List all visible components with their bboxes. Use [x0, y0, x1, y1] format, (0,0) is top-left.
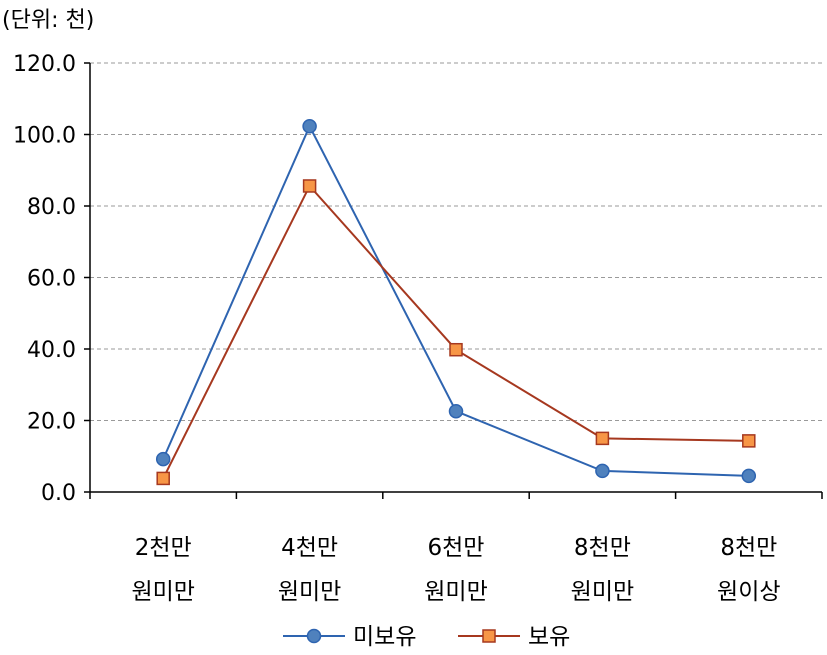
legend-label: 보유: [528, 624, 570, 650]
data-point: [741, 468, 757, 484]
y-tick-label: 80.0: [27, 195, 76, 220]
x-tick-label: 원미만: [278, 579, 341, 605]
series-line-보유: [162, 184, 749, 479]
y-tick-label: 0.0: [41, 481, 76, 506]
data-point: [302, 119, 317, 134]
x-tick-label: 8천만: [720, 535, 777, 561]
data-point: [155, 451, 171, 467]
data-point: [302, 179, 317, 193]
data-point: [448, 403, 464, 419]
data-point: [449, 342, 463, 357]
legend-marker: [306, 628, 322, 644]
y-tick-label: 20.0: [27, 410, 76, 435]
legend-marker: [482, 629, 496, 643]
x-tick-label: 원미만: [131, 579, 194, 605]
x-tick-label: 원미만: [571, 579, 634, 605]
y-tick-label: 40.0: [27, 338, 76, 363]
x-tick-label: 원미만: [424, 579, 487, 605]
legend-label: 미보유: [353, 624, 416, 650]
data-point: [156, 471, 170, 486]
data-point: [742, 434, 756, 448]
x-tick-label: 8천만: [574, 535, 631, 561]
data-point: [595, 431, 610, 446]
x-tick-label: 2천만: [135, 535, 192, 561]
y-tick-label: 120.0: [13, 52, 76, 77]
unit-label: (단위: 천): [2, 8, 95, 33]
y-tick-label: 100.0: [13, 124, 76, 149]
x-tick-label: 4천만: [281, 535, 338, 561]
x-tick-label: 6천만: [428, 535, 485, 561]
data-point: [595, 463, 610, 479]
x-tick-label: 원이상: [717, 579, 780, 605]
y-tick-label: 60.0: [27, 267, 76, 292]
